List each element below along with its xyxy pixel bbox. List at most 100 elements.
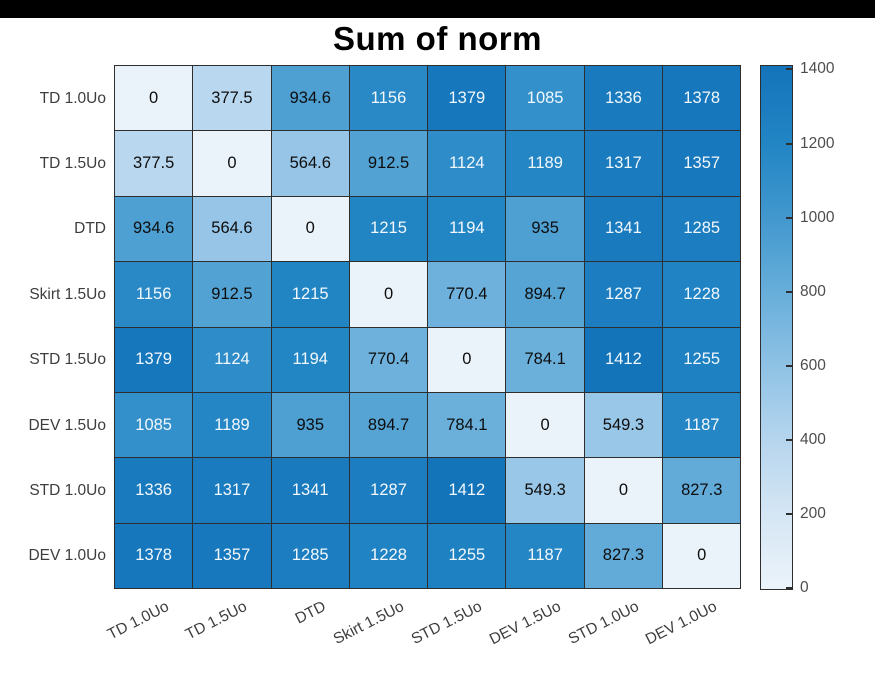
row-label: DEV 1.5Uo <box>28 416 106 434</box>
row-label: DTD <box>74 220 106 238</box>
heatmap-cell: 1285 <box>271 523 349 589</box>
colorbar-tick-label: 200 <box>800 504 826 522</box>
heatmap-cell: 894.7 <box>506 262 584 327</box>
heatmap-cell: 1412 <box>584 327 663 392</box>
column-label: STD 1.0Uo <box>565 598 642 648</box>
heatmap-cell: 377.5 <box>115 131 193 196</box>
heatmap-cell: 1336 <box>115 458 193 523</box>
colorbar-tick-mark <box>786 438 793 441</box>
heatmap-cell: 1285 <box>663 196 741 262</box>
heatmap-cell: 0 <box>193 131 271 196</box>
heatmap-cell: 935 <box>271 392 349 458</box>
heatmap-cell: 0 <box>271 196 349 262</box>
heatmap-cell: 0 <box>428 327 506 392</box>
row-label: DEV 1.0Uo <box>28 547 106 565</box>
heatmap-cell: 827.3 <box>584 523 663 589</box>
heatmap-cell: 1255 <box>428 523 506 589</box>
heatmap-cell: 1317 <box>193 458 271 523</box>
column-label: Skirt 1.5Uo <box>330 598 407 648</box>
heatmap-cell: 894.7 <box>349 392 428 458</box>
heatmap-cell: 377.5 <box>193 66 271 131</box>
colorbar-tick-label: 0 <box>800 579 809 596</box>
colorbar-tick-mark <box>786 142 793 145</box>
heatmap-cell: 934.6 <box>271 66 349 131</box>
colorbar-tick-label: 400 <box>800 430 826 448</box>
row-label: Skirt 1.5Uo <box>29 285 106 303</box>
heatmap-cell: 0 <box>663 523 741 589</box>
colorbar-tick-label: 1000 <box>800 208 835 226</box>
heatmap-cell: 1378 <box>663 66 741 131</box>
colorbar <box>760 65 793 590</box>
heatmap-cell: 1379 <box>428 66 506 131</box>
colorbar-tick-label: 1400 <box>800 60 835 78</box>
heatmap-cell: 1287 <box>584 262 663 327</box>
heatmap-cell: 1194 <box>428 196 506 262</box>
colorbar-tick-mark <box>786 587 793 589</box>
heatmap-cell: 1228 <box>663 262 741 327</box>
heatmap-cell: 1124 <box>428 131 506 196</box>
chart-title: Sum of norm <box>333 20 542 57</box>
heatmap-cell: 770.4 <box>349 327 428 392</box>
column-label: TD 1.5Uo <box>183 598 251 644</box>
heatmap-cell: 0 <box>506 392 584 458</box>
colorbar-tick-label: 600 <box>800 356 826 374</box>
colorbar-tick-mark <box>786 216 793 219</box>
heatmap-cell: 935 <box>506 196 584 262</box>
heatmap-cell: 1336 <box>584 66 663 131</box>
heatmap-cell: 1357 <box>663 131 741 196</box>
heatmap-cell: 1379 <box>115 327 193 392</box>
heatmap-cell: 934.6 <box>115 196 193 262</box>
heatmap-cell: 1085 <box>115 392 193 458</box>
colorbar-tick-label: 1200 <box>800 134 835 152</box>
heatmap-cell: 784.1 <box>506 327 584 392</box>
heatmap-cell: 1215 <box>271 262 349 327</box>
heatmap-cell: 1189 <box>506 131 584 196</box>
heatmap-cell: 1215 <box>349 196 428 262</box>
heatmap-cell: 549.3 <box>506 458 584 523</box>
heatmap-grid: 0 377.5 934.6 1156 1379 1085 1336 1378 377.5 0 564… <box>114 65 742 590</box>
row-label: STD 1.0Uo <box>29 482 106 500</box>
heatmap-cell: 770.4 <box>428 262 506 327</box>
heatmap-cell: 549.3 <box>584 392 663 458</box>
row-label: TD 1.5Uo <box>39 155 106 173</box>
heatmap-cell: 1085 <box>506 66 584 131</box>
heatmap-cell: 0 <box>349 262 428 327</box>
heatmap-cell: 1194 <box>271 327 349 392</box>
heatmap-cell: 1255 <box>663 327 741 392</box>
column-label: DEV 1.0Uo <box>643 598 720 649</box>
top-black-bar <box>0 0 875 18</box>
heatmap-cell: 1378 <box>115 523 193 589</box>
colorbar-tick-mark <box>786 290 793 293</box>
heatmap-cell: 912.5 <box>193 262 271 327</box>
heatmap-cell: 1156 <box>115 262 193 327</box>
column-label: DTD <box>292 598 329 628</box>
heatmap-cell: 0 <box>115 66 193 131</box>
colorbar-tick-mark <box>786 68 793 71</box>
heatmap-cell: 784.1 <box>428 392 506 458</box>
colorbar-tick-mark <box>786 512 793 515</box>
heatmap-cell: 1156 <box>349 66 428 131</box>
heatmap-cell: 1287 <box>349 458 428 523</box>
heatmap-cell: 564.6 <box>271 131 349 196</box>
colorbar-tick-label: 800 <box>800 282 826 300</box>
heatmap-cell: 0 <box>584 458 663 523</box>
heatmap-cell: 1187 <box>663 392 741 458</box>
column-label: STD 1.5Uo <box>409 598 486 648</box>
heatmap-cell: 1124 <box>193 327 271 392</box>
heatmap-cell: 1189 <box>193 392 271 458</box>
heatmap-cell: 564.6 <box>193 196 271 262</box>
colorbar-tick-mark <box>786 364 793 367</box>
heatmap-cell: 912.5 <box>349 131 428 196</box>
row-label: TD 1.0Uo <box>39 89 106 107</box>
row-label: STD 1.5Uo <box>29 351 106 369</box>
heatmap-cell: 1341 <box>584 196 663 262</box>
heatmap-cell: 1317 <box>584 131 663 196</box>
heatmap-cell: 1187 <box>506 523 584 589</box>
heatmap-cell: 1341 <box>271 458 349 523</box>
heatmap-cell: 1357 <box>193 523 271 589</box>
heatmap-cell: 1412 <box>428 458 506 523</box>
column-label: TD 1.0Uo <box>105 598 172 644</box>
column-label: DEV 1.5Uo <box>486 598 564 649</box>
heatmap-cell: 1228 <box>349 523 428 589</box>
